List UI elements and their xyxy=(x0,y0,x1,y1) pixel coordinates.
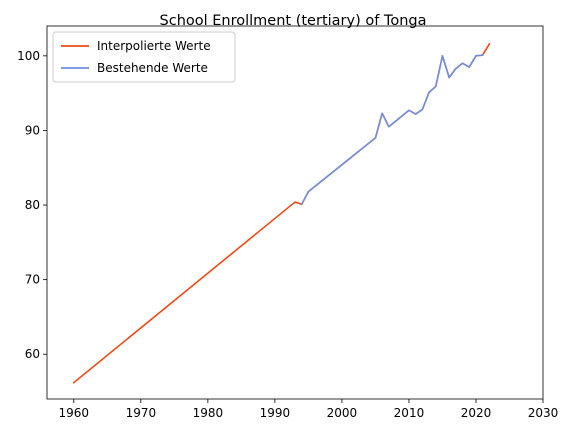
legend-label: Bestehende Werte xyxy=(97,61,208,75)
legend: Interpolierte Werte Bestehende Werte xyxy=(52,31,236,83)
y-axis: 60 70 80 90 100 xyxy=(17,49,47,361)
x-tick-label: 2020 xyxy=(461,406,492,420)
y-tick-label: 70 xyxy=(25,273,40,287)
x-axis: 1960 1970 1980 1990 2000 2010 2020 2030 xyxy=(59,399,559,420)
y-tick-label: 80 xyxy=(25,198,40,212)
x-tick-label: 1990 xyxy=(260,406,291,420)
x-tick-label: 1980 xyxy=(193,406,224,420)
x-tick-label: 2000 xyxy=(327,406,358,420)
x-tick-label: 2010 xyxy=(394,406,425,420)
series-line-1 xyxy=(72,42,491,384)
chart-title: School Enrollment (tertiary) of Tonga xyxy=(160,13,427,29)
y-tick-label: 60 xyxy=(25,347,40,361)
plot-area xyxy=(72,42,491,384)
x-tick-label: 1970 xyxy=(126,406,157,420)
y-tick-label: 100 xyxy=(17,49,40,63)
x-tick-label: 1960 xyxy=(59,406,90,420)
legend-label: Interpolierte Werte xyxy=(97,39,211,53)
legend-box xyxy=(52,31,236,83)
x-tick-label: 2030 xyxy=(528,406,559,420)
series-line-2 xyxy=(300,54,484,206)
plot-frame xyxy=(46,25,544,400)
y-tick-label: 90 xyxy=(25,123,40,137)
